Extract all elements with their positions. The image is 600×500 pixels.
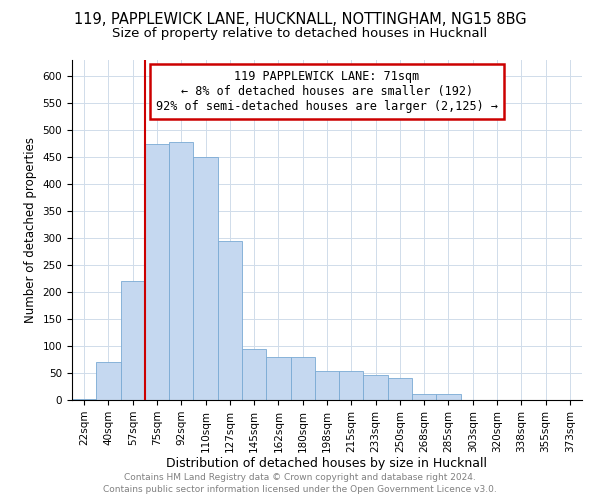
Text: Contains HM Land Registry data © Crown copyright and database right 2024.: Contains HM Land Registry data © Crown c… xyxy=(124,472,476,482)
Text: Size of property relative to detached houses in Hucknall: Size of property relative to detached ho… xyxy=(112,28,488,40)
Bar xyxy=(72,399,96,400)
X-axis label: Distribution of detached houses by size in Hucknall: Distribution of detached houses by size … xyxy=(167,458,487,470)
Bar xyxy=(218,241,242,400)
Bar xyxy=(266,357,290,400)
Bar xyxy=(436,394,461,400)
Bar xyxy=(388,378,412,400)
Y-axis label: Number of detached properties: Number of detached properties xyxy=(24,137,37,323)
Bar xyxy=(169,142,193,400)
Text: 119, PAPPLEWICK LANE, HUCKNALL, NOTTINGHAM, NG15 8BG: 119, PAPPLEWICK LANE, HUCKNALL, NOTTINGH… xyxy=(74,12,526,28)
Bar xyxy=(242,348,266,400)
Bar xyxy=(339,371,364,400)
Bar xyxy=(96,362,121,400)
Bar xyxy=(315,371,339,400)
Bar xyxy=(121,282,145,400)
Text: Contains public sector information licensed under the Open Government Licence v3: Contains public sector information licen… xyxy=(103,485,497,494)
Bar xyxy=(364,375,388,400)
Bar xyxy=(290,357,315,400)
Bar xyxy=(145,144,169,400)
Text: 119 PAPPLEWICK LANE: 71sqm
← 8% of detached houses are smaller (192)
92% of semi: 119 PAPPLEWICK LANE: 71sqm ← 8% of detac… xyxy=(156,70,498,113)
Bar xyxy=(193,157,218,400)
Bar xyxy=(412,394,436,400)
